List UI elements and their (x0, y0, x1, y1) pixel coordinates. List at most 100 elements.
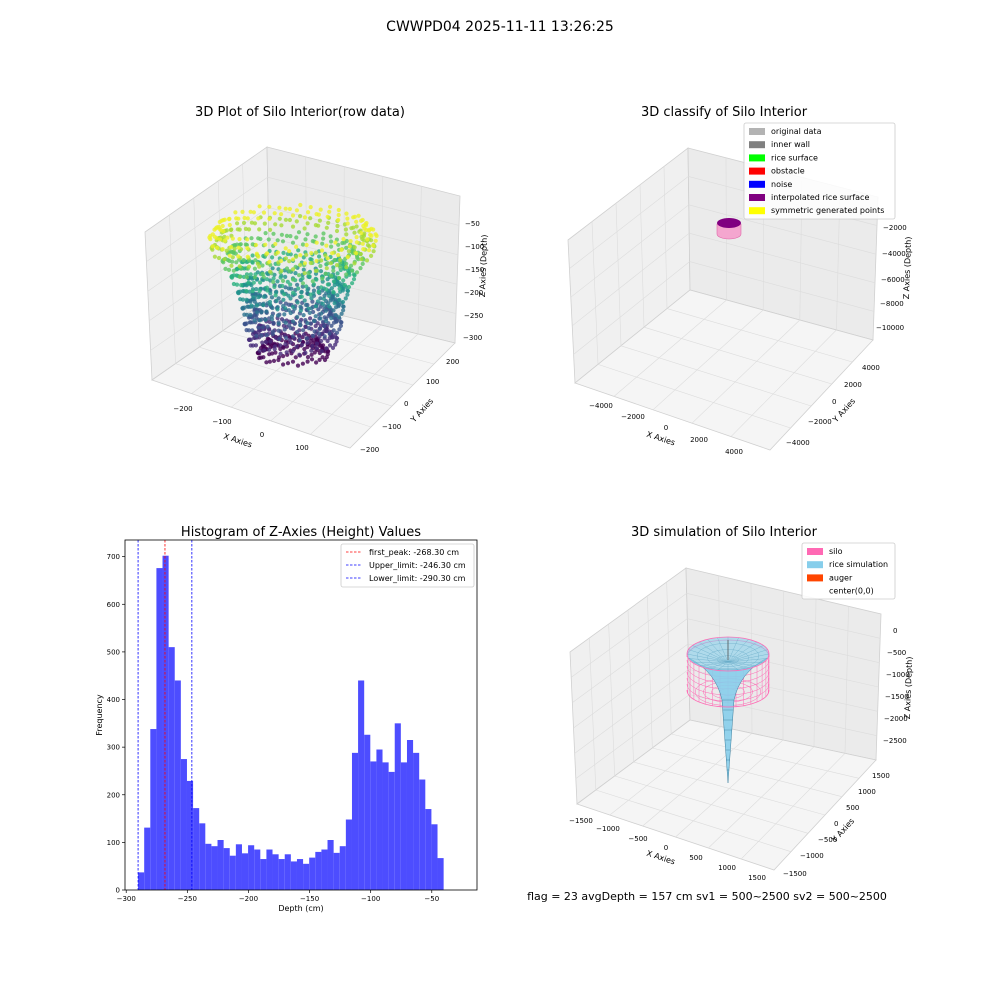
scatter-point (253, 258, 257, 262)
scatter-point (314, 251, 318, 255)
scatter-point (326, 282, 330, 286)
histogram-bar (260, 859, 266, 890)
scatter-point (236, 227, 240, 231)
scatter-point (298, 305, 302, 309)
scatter-point (341, 304, 345, 308)
scatter-point (347, 249, 351, 253)
scatter-point (308, 311, 312, 315)
scatter-point (267, 217, 271, 221)
scatter-point (350, 269, 354, 273)
panel3-ylabel: Frequency (95, 694, 104, 736)
legend-swatch (807, 561, 823, 568)
scatter-point (294, 235, 298, 239)
panel1-z-tick: −300 (463, 334, 482, 342)
scatter-point (328, 343, 332, 347)
scatter-point (258, 318, 262, 322)
scatter-point (333, 283, 337, 287)
scatter-point (237, 237, 241, 241)
panel2-title: 3D classify of Silo Interior (641, 105, 808, 120)
scatter-point (244, 227, 248, 231)
legend-swatch (807, 548, 823, 555)
x-tick-label: −50 (424, 895, 439, 903)
panel2-y-tick: 2000 (844, 381, 862, 389)
scatter-point (303, 298, 307, 302)
scatter-point (296, 286, 300, 290)
scatter-point (265, 286, 269, 290)
legend-label: rice surface (771, 153, 818, 162)
scatter-point (322, 297, 326, 301)
scatter-point (261, 325, 265, 329)
scatter-point (314, 269, 318, 273)
scatter-point (297, 335, 301, 339)
scatter-point (291, 319, 295, 323)
scatter-point (314, 304, 318, 308)
histogram-bar (254, 850, 260, 890)
scatter-point (227, 217, 231, 221)
scatter-point (311, 279, 315, 283)
scatter-point (246, 305, 250, 309)
scatter-point (349, 264, 353, 268)
scatter-point (263, 243, 267, 247)
panel2-z-tick: −4000 (882, 250, 906, 258)
scatter-point (365, 258, 369, 262)
scatter-point (245, 298, 249, 302)
scatter-point (297, 273, 301, 277)
legend-label: auger (829, 573, 853, 582)
panel2-z-tick: −10000 (876, 324, 904, 332)
scatter-point (309, 349, 313, 353)
histogram-bar (242, 853, 248, 890)
scatter-point (246, 281, 250, 285)
scatter-point (312, 319, 316, 323)
scatter-point (355, 240, 359, 244)
scatter-point (306, 307, 310, 311)
histogram-bar (163, 556, 169, 890)
scatter-point (270, 314, 274, 318)
scatter-point (284, 256, 288, 260)
panel1-y-tick: 100 (426, 378, 439, 386)
scatter-point (267, 348, 271, 352)
scatter-point (245, 328, 249, 332)
scatter-point (344, 232, 348, 236)
scatter-point (325, 266, 329, 270)
scatter-point (242, 221, 246, 225)
scatter-point (362, 227, 366, 231)
scatter-point (250, 221, 254, 225)
scatter-point (261, 272, 265, 276)
scatter-point (305, 288, 309, 292)
scatter-point (361, 242, 365, 246)
scatter-point (288, 234, 292, 238)
panel-classify: 3D classify of Silo Interior −4000 −2000… (568, 105, 913, 456)
scatter-point (355, 270, 359, 274)
scatter-point (374, 232, 378, 236)
scatter-point (328, 331, 332, 335)
y-tick-label: 400 (107, 696, 120, 704)
scatter-point (279, 212, 283, 216)
scatter-point (333, 240, 337, 244)
histogram-bar (309, 858, 315, 890)
histogram-bar (321, 850, 327, 890)
scatter-point (341, 278, 345, 282)
status-line: flag = 23 avgDepth = 157 cm sv1 = 500~25… (527, 890, 887, 903)
scatter-point (221, 247, 225, 251)
scatter-point (223, 267, 227, 271)
scatter-point (318, 219, 322, 223)
scatter-point (239, 242, 243, 246)
scatter-point (360, 237, 364, 241)
panel3-title: Histogram of Z-Axies (Height) Values (181, 525, 421, 540)
histogram-bar (224, 848, 230, 890)
legend-label: first_peak: -268.30 cm (369, 548, 459, 557)
scatter-point (319, 285, 323, 289)
scatter-point (310, 357, 314, 361)
scatter-point (338, 258, 342, 262)
panel1-title: 3D Plot of Silo Interior(row data) (195, 105, 405, 120)
panel1-y-tick: 0 (404, 400, 408, 408)
panel4-y-tick: −1000 (800, 852, 824, 860)
scatter-point (304, 253, 308, 257)
legend-swatch (749, 141, 765, 148)
scatter-point (341, 237, 345, 241)
scatter-point (349, 226, 353, 230)
scatter-point (296, 300, 300, 304)
scatter-point (305, 336, 309, 340)
histogram-bar (358, 680, 364, 890)
histogram-bar (150, 729, 156, 890)
